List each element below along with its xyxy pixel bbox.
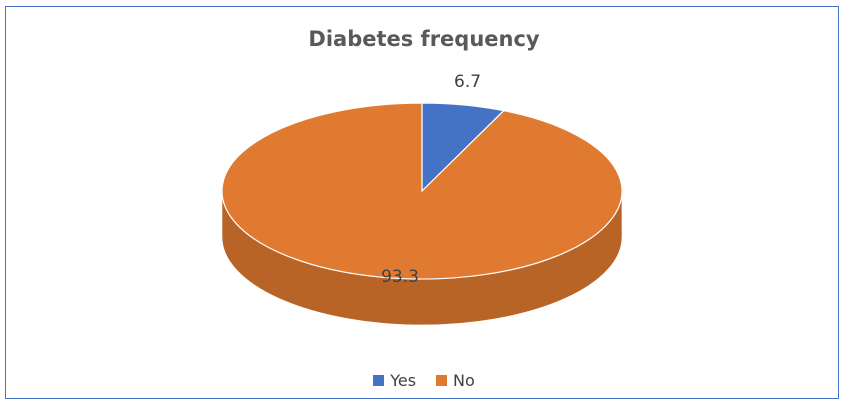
legend: Yes No <box>0 371 848 390</box>
legend-swatch-no <box>436 375 448 386</box>
pie-layer <box>221 102 623 326</box>
legend-item-no: No <box>436 371 475 390</box>
legend-swatch-yes <box>373 375 385 386</box>
label-layer: 6.7 93.3 <box>381 72 481 287</box>
chart-title: Diabetes frequency <box>308 27 540 51</box>
data-label-yes: 6.7 <box>454 72 481 92</box>
pie-slice-no <box>221 102 623 280</box>
data-label-no: 93.3 <box>381 267 419 287</box>
legend-label-yes: Yes <box>390 371 417 390</box>
legend-label-no: No <box>453 371 475 390</box>
legend-item-yes: Yes <box>373 371 416 390</box>
